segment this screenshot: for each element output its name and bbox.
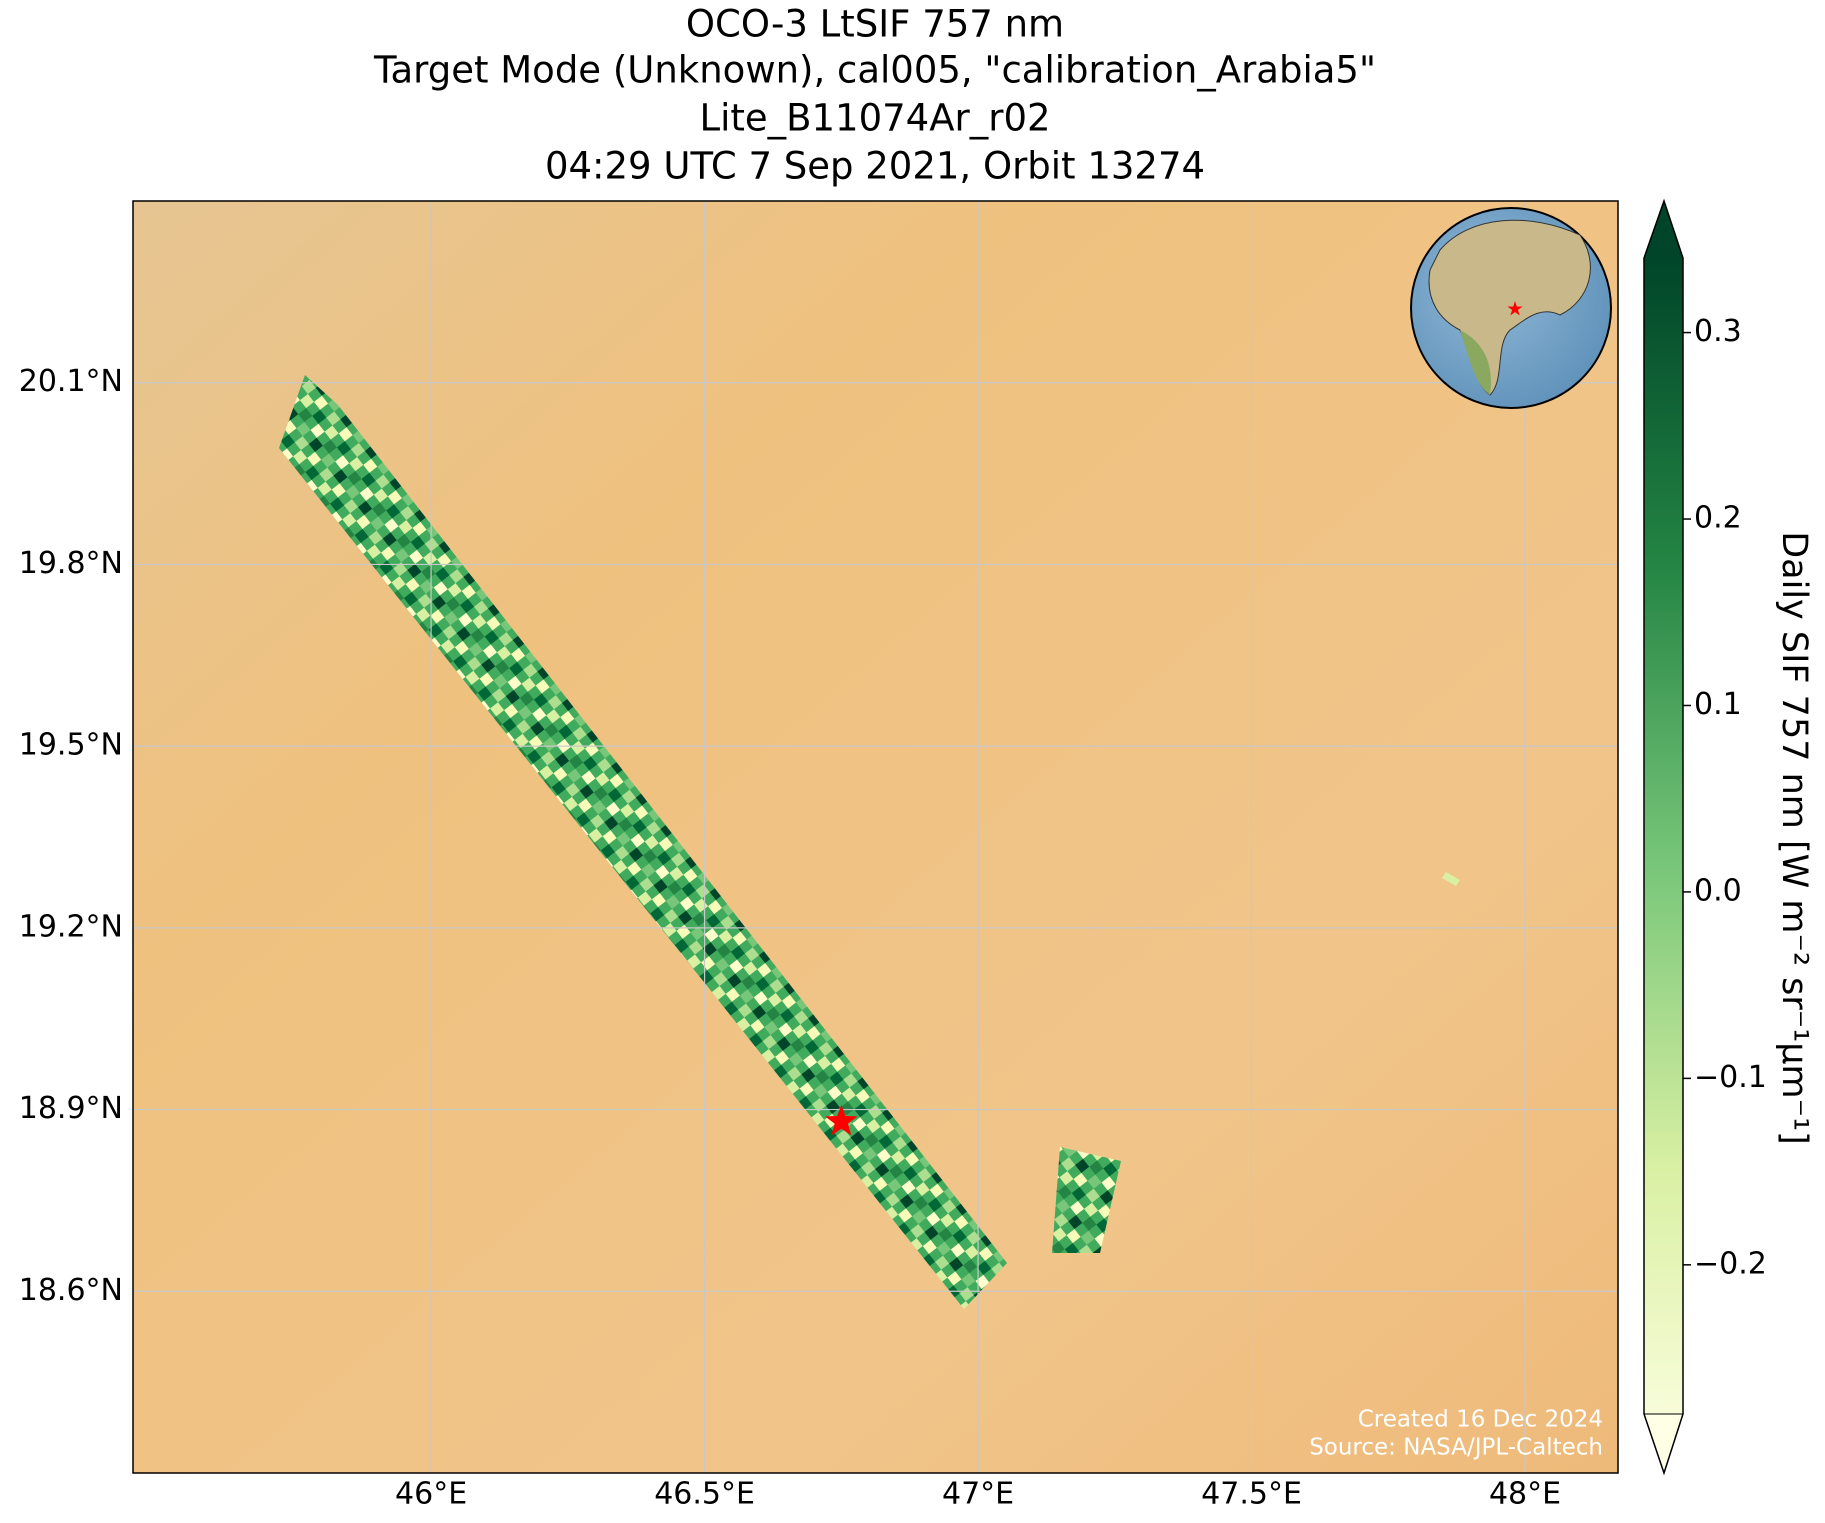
y-tick-label: 19.2°N bbox=[19, 909, 123, 944]
y-tick-label: 18.6°N bbox=[19, 1273, 123, 1308]
colorbar-tick-label: −0.1 bbox=[1694, 1060, 1767, 1095]
y-tick-label: 20.1°N bbox=[19, 364, 123, 399]
target-marker bbox=[825, 1104, 858, 1136]
colorbar-tick-label: 0.2 bbox=[1694, 501, 1742, 536]
colorbar-frame bbox=[1643, 198, 1684, 1476]
x-tick-label: 46.5°E bbox=[654, 1477, 755, 1512]
title: Lite_B11074Ar_r02 bbox=[699, 97, 1050, 140]
credit: Source: NASA/JPL-Caltech bbox=[1309, 1435, 1603, 1461]
y-tick-label: 19.8°N bbox=[19, 546, 123, 581]
x-tick-label: 47.5°E bbox=[1201, 1477, 1302, 1512]
colorbar-body bbox=[1644, 258, 1683, 1473]
credit: Created 16 Dec 2024 bbox=[1358, 1407, 1603, 1433]
land bbox=[1460, 330, 1491, 395]
swath bbox=[1442, 872, 1460, 886]
title: Target Mode (Unknown), cal005, "calibrat… bbox=[373, 49, 1376, 92]
colorbar-tick-label: 0.0 bbox=[1694, 873, 1742, 908]
swath bbox=[279, 375, 1007, 1309]
colorbar-tick-label: 0.3 bbox=[1694, 314, 1742, 349]
title-block: OCO-3 LtSIF 757 nm Target Mode (Unknown)… bbox=[373, 3, 1376, 188]
swath bbox=[1052, 1147, 1121, 1253]
map-layer bbox=[279, 375, 1460, 1309]
y-tick-label: 19.5°N bbox=[19, 728, 123, 763]
title: OCO-3 LtSIF 757 nm bbox=[686, 3, 1064, 46]
colorbar-extend bbox=[1643, 1413, 1684, 1475]
colorbar-tick-label: −0.2 bbox=[1694, 1246, 1767, 1281]
colorbar-extend bbox=[1644, 201, 1683, 258]
x-tick-label: 47°E bbox=[942, 1477, 1014, 1512]
grid bbox=[133, 201, 1618, 1473]
x-tick-label: 48°E bbox=[1489, 1477, 1561, 1512]
colorbar-label: Daily SIF 757 nm [W m⁻² sr⁻¹μm⁻¹] bbox=[1774, 531, 1814, 1145]
title: 04:29 UTC 7 Sep 2021, Orbit 13274 bbox=[545, 145, 1205, 188]
map-background bbox=[133, 201, 1618, 1473]
x-tick-label: 46°E bbox=[395, 1477, 467, 1512]
y-tick-label: 18.9°N bbox=[19, 1091, 123, 1126]
globe-target bbox=[1507, 301, 1523, 316]
colorbar-tick-label: 0.1 bbox=[1694, 687, 1742, 722]
colorbar: Daily SIF 757 nm [W m⁻² sr⁻¹μm⁻¹] −0.2 −0… bbox=[1643, 198, 1814, 1476]
map-frame bbox=[132, 200, 1619, 1474]
